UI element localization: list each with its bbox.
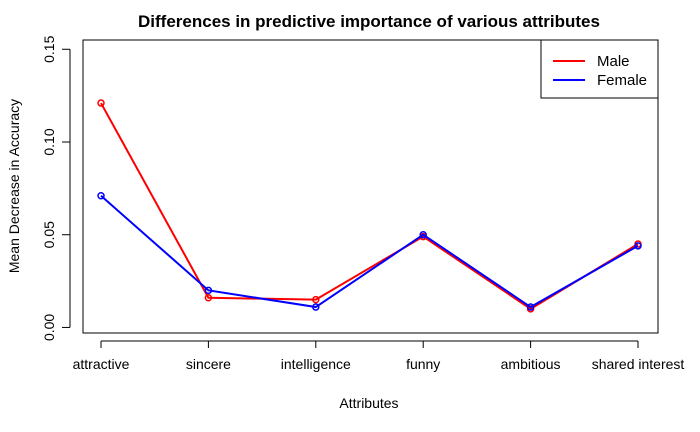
chart-title: Differences in predictive importance of … xyxy=(138,12,600,31)
data-point-female xyxy=(634,242,642,250)
data-point-female xyxy=(419,230,427,239)
x-tick-label: attractive xyxy=(73,356,130,372)
x-tick-label: sincere xyxy=(186,356,231,372)
data-point-male xyxy=(312,295,320,304)
y-tick-label: 0.15 xyxy=(41,35,57,62)
series-line-male xyxy=(100,102,639,311)
x-tick-label: shared interest xyxy=(592,356,685,372)
x-axis: attractive sincere intelligence funny ambiti… xyxy=(73,340,685,372)
x-axis-label: Attributes xyxy=(339,395,398,411)
legend-box xyxy=(540,39,659,99)
y-tick-label: 0.10 xyxy=(41,128,57,155)
data-point-female xyxy=(97,192,105,200)
series-layer xyxy=(97,99,642,313)
data-point-male xyxy=(204,294,213,302)
legend-label-female: Female xyxy=(597,72,647,89)
x-tick-label: ambitious xyxy=(501,356,561,372)
y-tick-label: 0.05 xyxy=(41,221,57,248)
x-tick-label: intelligence xyxy=(281,356,351,372)
y-tick-label: 0.00 xyxy=(41,314,57,341)
data-point-male xyxy=(97,99,105,107)
plot-frame xyxy=(82,39,659,334)
legend-label-male: Male xyxy=(597,53,630,70)
x-tick-label: funny xyxy=(406,356,440,372)
legend: Male Female xyxy=(540,39,659,99)
series-line-female xyxy=(100,195,639,309)
data-point-female xyxy=(312,303,320,311)
data-point-female xyxy=(204,286,213,295)
y-axis: 0.00 0.05 0.10 0.15 xyxy=(41,35,71,341)
data-point-female xyxy=(526,303,535,311)
y-axis-label: Mean Decrease in Accuracy xyxy=(6,99,22,273)
